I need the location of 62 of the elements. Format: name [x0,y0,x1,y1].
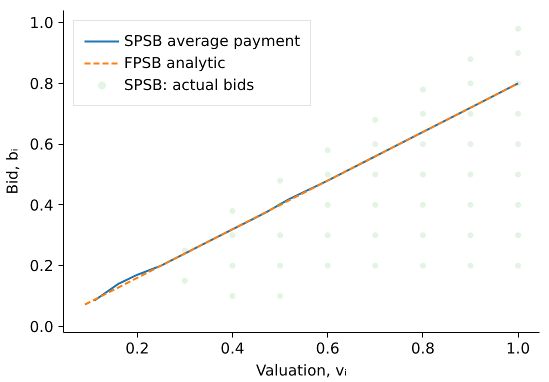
point [372,141,378,148]
point [229,293,236,300]
point [420,202,426,208]
point [229,232,236,238]
point [277,202,284,208]
legend-label: SPSB average payment [124,32,300,50]
point [182,278,188,284]
point [229,208,236,214]
point [324,147,331,154]
point [515,141,522,148]
point [277,293,284,300]
x-tick-label: 0.2 [125,340,150,358]
point [420,232,426,238]
y-axis-title: Bid, bᵢ [4,148,22,194]
point [515,80,522,86]
y-tick-label: 0.4 [30,196,54,214]
point [229,262,236,269]
x-tick-label: 0.4 [220,340,244,358]
point [372,172,378,178]
legend-label: FPSB analytic [124,54,226,72]
point [372,116,378,123]
point [182,247,188,254]
point [420,262,426,269]
point [515,172,522,178]
point [467,141,474,148]
y-tick-label: 0.6 [30,136,54,154]
x-axis-title: Valuation, vᵢ [256,362,347,380]
point [420,110,426,117]
point [324,172,331,178]
point [372,232,378,238]
point [277,178,284,184]
point [515,262,522,269]
x-tick-label: 0.6 [316,340,340,358]
point [515,26,522,32]
point [420,86,426,92]
point [467,262,474,269]
y-tick-label: 0.8 [30,74,54,93]
y-tick-label: 1.0 [30,14,54,32]
point [420,141,426,148]
point [324,262,331,269]
legend-label: SPSB: actual bids [124,76,254,94]
point [515,202,522,208]
point [372,262,378,269]
point [467,232,474,238]
point [515,110,522,117]
point [515,50,522,56]
point [324,202,331,208]
point [324,232,331,238]
point [467,110,474,117]
point [467,202,474,208]
x-tick-label: 0.8 [410,340,435,358]
x-tick-label: 1.0 [506,340,530,358]
y-tick-label: 0.0 [30,318,54,336]
point [515,232,522,238]
point [467,172,474,178]
point [467,80,474,86]
point [467,56,474,62]
point [420,172,426,178]
point [372,202,378,208]
y-tick-label: 0.2 [30,257,54,276]
point [277,262,284,269]
point [277,232,284,238]
